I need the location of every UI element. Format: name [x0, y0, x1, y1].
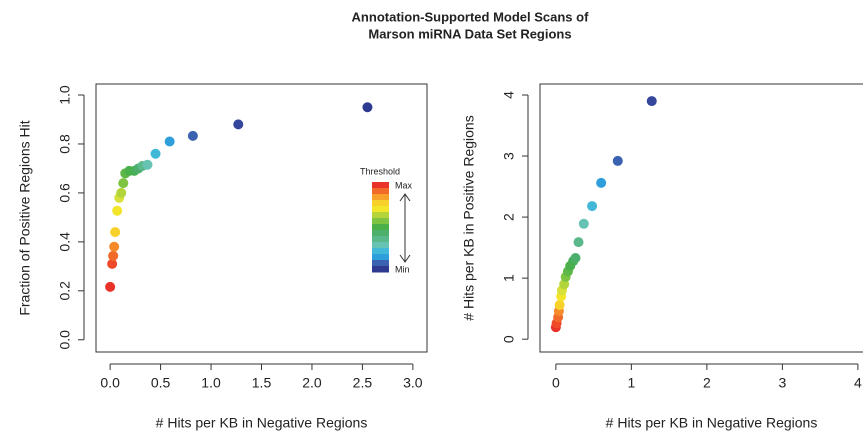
- colorbar-swatch: [372, 248, 389, 255]
- colorbar-swatch: [372, 218, 389, 225]
- point: [578, 218, 589, 229]
- point: [573, 237, 584, 248]
- title-line: Annotation-Supported Model Scans of: [352, 9, 590, 24]
- point: [612, 155, 623, 166]
- x-tick-label: 0: [552, 375, 560, 391]
- y-axis-label: Fraction of Positive Regions Hit: [17, 120, 33, 315]
- colorbar-swatch: [372, 206, 389, 213]
- point: [142, 159, 153, 170]
- point: [587, 201, 598, 212]
- x-tick-label: 0.5: [151, 375, 171, 391]
- colorbar-min: Min: [395, 264, 410, 274]
- colorbar-swatch: [372, 266, 389, 273]
- colorbar-swatch: [372, 242, 389, 249]
- point: [596, 177, 607, 188]
- colorbar-swatch: [372, 236, 389, 243]
- plot-box: [95, 83, 428, 353]
- x-tick-label: 2: [703, 375, 711, 391]
- plot-box: [539, 83, 863, 353]
- x-tick-label: 1.0: [201, 375, 221, 391]
- colorbar-swatch: [372, 254, 389, 261]
- point: [362, 102, 373, 113]
- y-tick-label: 0.4: [57, 232, 73, 252]
- x-tick-label: 3.0: [403, 375, 423, 391]
- y-tick-label: 0.6: [57, 183, 73, 203]
- y-tick-label: 0.0: [57, 330, 73, 350]
- point: [118, 178, 129, 189]
- point: [554, 299, 565, 310]
- x-tick-label: 1: [627, 375, 635, 391]
- colorbar-swatch: [372, 200, 389, 207]
- y-axis-label: # Hits per KB in Positive Regions: [461, 115, 477, 320]
- colorbar-swatch: [372, 224, 389, 231]
- point: [107, 258, 118, 269]
- colorbar-swatch: [372, 212, 389, 219]
- point: [109, 241, 120, 252]
- y-tick-label: 2: [501, 213, 517, 221]
- colorbar-title: Threshold: [360, 166, 400, 176]
- point: [570, 252, 581, 263]
- point: [646, 96, 657, 107]
- x-axis-label: # Hits per KB in Negative Regions: [156, 415, 368, 431]
- x-tick-label: 2.5: [353, 375, 373, 391]
- colorbar-swatch: [372, 182, 389, 189]
- y-tick-label: 0: [501, 335, 517, 343]
- y-tick-label: 0.2: [57, 281, 73, 301]
- y-tick-label: 3: [501, 152, 517, 160]
- y-tick-label: 4: [501, 91, 517, 99]
- colorbar-max: Max: [395, 180, 413, 190]
- x-tick-label: 1.5: [252, 375, 272, 391]
- point: [112, 205, 123, 216]
- point: [105, 281, 116, 292]
- colorbar-swatch: [372, 188, 389, 195]
- colorbar-arrow: [399, 193, 411, 263]
- point: [116, 187, 127, 198]
- point: [164, 136, 175, 147]
- x-tick-label: 0.0: [100, 375, 120, 391]
- y-tick-label: 0.8: [57, 134, 73, 154]
- point: [187, 130, 198, 141]
- colorbar-swatch: [372, 260, 389, 267]
- y-tick-label: 1: [501, 274, 517, 282]
- x-tick-label: 4: [854, 375, 862, 391]
- title-line: Marson miRNA Data Set Regions: [368, 26, 571, 41]
- y-tick-label: 1.0: [57, 85, 73, 105]
- point: [233, 119, 244, 130]
- point: [108, 250, 119, 261]
- x-axis-label: # Hits per KB in Negative Regions: [606, 415, 818, 431]
- point: [150, 148, 161, 159]
- colorbar-swatch: [372, 194, 389, 201]
- point: [110, 227, 121, 238]
- x-tick-label: 2.0: [302, 375, 322, 391]
- colorbar-swatch: [372, 230, 389, 237]
- x-tick-label: 3: [778, 375, 786, 391]
